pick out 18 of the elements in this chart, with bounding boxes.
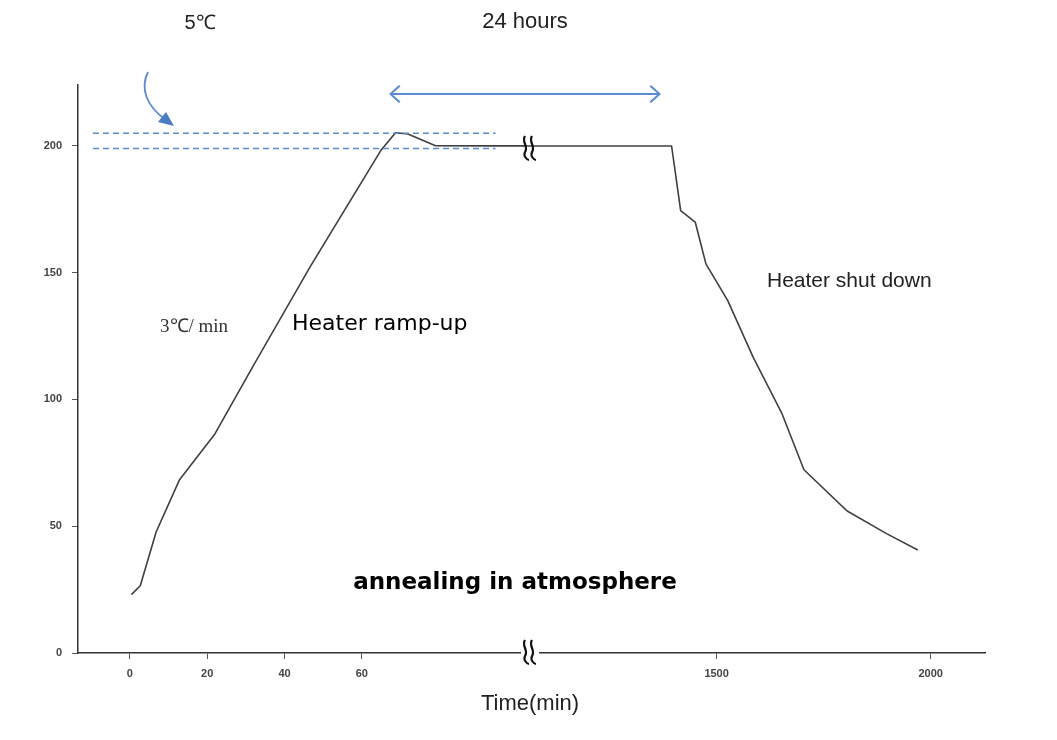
x-axis-title: Time(min) xyxy=(480,690,580,716)
text: 24 hours xyxy=(482,8,568,34)
annotation: Heater shut down xyxy=(767,268,932,292)
x-tick-label: 2000 xyxy=(918,666,943,679)
x-tick-label: 60 xyxy=(355,666,368,679)
y-tick-label: 200 xyxy=(43,138,62,151)
x-tick-label: 40 xyxy=(278,666,291,679)
x-tick-label: 0 xyxy=(126,666,133,679)
y-tick-label: 100 xyxy=(43,392,62,405)
annotation: annealing in atmosphere xyxy=(353,568,677,594)
y-tick-label: 150 xyxy=(43,265,62,278)
x-tick-label: 1500 xyxy=(704,666,729,679)
x-tick-label: 20 xyxy=(201,666,214,679)
y-tick-label: 50 xyxy=(49,519,62,532)
annotation: 3℃/ min xyxy=(160,314,229,338)
y-tick-label: 0 xyxy=(55,646,62,659)
text: 5℃ xyxy=(184,10,216,35)
annotation: Heater ramp-up xyxy=(292,310,468,335)
